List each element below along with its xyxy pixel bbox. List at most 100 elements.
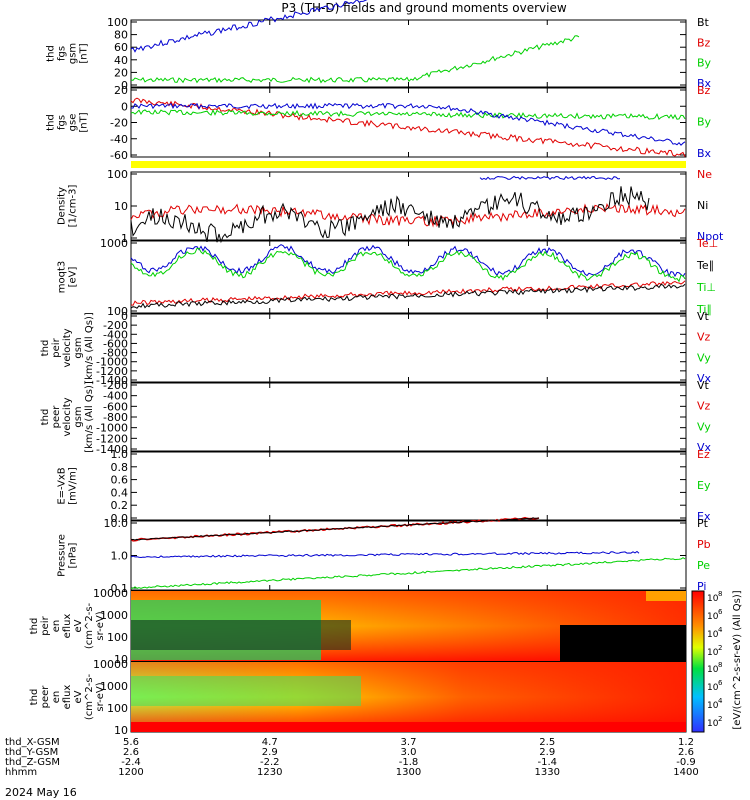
svg-text:6: 6 xyxy=(718,679,723,687)
legend-Vz: Vz xyxy=(697,331,711,344)
x-tick-label: 2.6 xyxy=(123,747,139,758)
y-axis-label: [km/s (All Qs)] xyxy=(84,381,95,453)
colorbar: [eV/(cm^2-s-sr-eV) (All Qs)] xyxy=(691,590,743,733)
y-tick-label: 80 xyxy=(114,29,128,42)
legend-Vx: Vx xyxy=(697,372,712,385)
y-tick-label: 1000 xyxy=(100,609,128,622)
legend-Ni: Ni xyxy=(697,199,708,212)
y-axis-label: (cm^2-s- xyxy=(84,602,95,649)
y-tick-label: 1.0 xyxy=(111,448,129,461)
y-axis-label: gsm xyxy=(73,337,84,358)
panel-frame xyxy=(130,382,687,452)
y-axis-label: fgs xyxy=(57,46,68,61)
legend-Ne: Ne xyxy=(697,168,712,181)
x-tick-label: 2.6 xyxy=(678,747,694,758)
y-tick-label: 10000 xyxy=(93,658,128,671)
x-tick-label: 2.9 xyxy=(262,747,278,758)
svg-text:2: 2 xyxy=(718,715,722,723)
panel-temperature: 1000 100 xyxy=(100,237,687,318)
y-tick-label: 20 xyxy=(114,66,128,79)
y-tick-label: 100 xyxy=(107,16,128,29)
trace xyxy=(130,102,686,146)
y-axis-label: eflux xyxy=(62,614,73,639)
x-tick-label: 1300 xyxy=(396,767,421,778)
y-axis-label: (cm^2-s- xyxy=(84,673,95,720)
y-axis-label: velocity xyxy=(62,397,73,436)
bad-data-bar xyxy=(131,161,686,168)
legend-Bz: Bz xyxy=(697,84,711,97)
y-axis-label: gsm xyxy=(68,43,79,64)
svg-text:2: 2 xyxy=(718,644,722,652)
y-tick-label: -600 xyxy=(103,337,128,350)
legend-Vt: Vt xyxy=(697,310,710,323)
y-tick-label: -800 xyxy=(103,411,128,424)
svg-text:8: 8 xyxy=(718,661,722,669)
y-tick-label: -1200 xyxy=(96,365,128,378)
svg-text:10: 10 xyxy=(707,683,719,693)
x-row-name: hhmm xyxy=(5,767,37,778)
y-axis-label: [eV] xyxy=(68,267,79,288)
legends: BtBzByBxBzByBxNeNiNpotTe⊥Te∥Ti⊥Ti∥VtVzVy… xyxy=(696,16,724,593)
panel-pressure: 10.0 1.0 0.1 xyxy=(104,517,687,595)
y-axis-label: [mV/m] xyxy=(68,467,79,505)
svg-text:10: 10 xyxy=(707,630,719,640)
trace xyxy=(130,244,686,278)
x-row-name: thd_Y-GSM xyxy=(5,747,58,758)
svg-text:10: 10 xyxy=(707,719,719,729)
y-tick-label: 0 xyxy=(121,310,128,323)
panel-peer-velocity: -200-400-600-800-1000-1200-1400 xyxy=(96,379,687,456)
y-tick-label: -1200 xyxy=(96,432,128,445)
legend-Pb: Pb xyxy=(697,538,711,551)
legend-Bx: Bx xyxy=(697,147,712,160)
y-tick-label: -800 xyxy=(103,347,128,360)
trace xyxy=(131,557,686,589)
y-tick-label: 20 xyxy=(114,84,128,97)
y-tick-label: -200 xyxy=(103,379,128,392)
legend-Ex: Ex xyxy=(697,510,711,523)
svg-text:10: 10 xyxy=(707,701,719,711)
y-tick-label: -400 xyxy=(103,328,128,341)
y-tick-label: 1.0 xyxy=(111,550,129,563)
x-tick-label: 1400 xyxy=(673,767,698,778)
x-tick-label: -2.4 xyxy=(121,757,141,768)
trace xyxy=(130,202,686,228)
y-axis-label: thd xyxy=(40,409,51,426)
x-tick-label: 3.7 xyxy=(401,737,417,748)
trace xyxy=(479,175,621,181)
panel-frame xyxy=(130,520,687,591)
y-tick-label: 0.1 xyxy=(111,582,129,595)
colorbar-ticks: 10 810 610 410 210 810 610 410 2 xyxy=(707,590,723,729)
y-tick-label: -40 xyxy=(110,133,128,146)
date-label: 2024 May 16 xyxy=(5,786,77,799)
panel-density: 100 10 1 xyxy=(107,168,687,245)
legend-Ez: Ez xyxy=(697,448,710,461)
y-axis-label: gsm xyxy=(73,406,84,427)
y-axis-label: thd xyxy=(29,689,40,706)
y-tick-label: 0.4 xyxy=(111,486,129,499)
y-tick-label: -600 xyxy=(103,400,128,413)
ion-spectrogram xyxy=(131,591,686,661)
legend-Te⊥: Te⊥ xyxy=(696,237,718,250)
y-tick-label: -20 xyxy=(110,117,128,130)
svg-text:6: 6 xyxy=(718,608,723,616)
legend-Pt: Pt xyxy=(697,517,709,530)
panel-frame xyxy=(130,19,687,88)
y-tick-label: 10 xyxy=(114,724,128,737)
y-tick-label: 1000 xyxy=(100,680,128,693)
panel-frame xyxy=(130,313,687,383)
y-tick-label: 60 xyxy=(114,41,128,54)
svg-text:8: 8 xyxy=(718,590,722,598)
y-tick-label: 100 xyxy=(107,631,128,644)
y-axis-label: [nT] xyxy=(79,112,90,132)
y-tick-label: 100 xyxy=(107,305,128,318)
y-tick-label: -1000 xyxy=(96,422,128,435)
trace xyxy=(130,109,686,121)
legend-Ti⊥: Ti⊥ xyxy=(696,281,716,294)
svg-text:10: 10 xyxy=(707,648,719,658)
y-axis-label: eV xyxy=(73,690,84,703)
legend-Bx: Bx xyxy=(697,77,712,90)
y-axis-label: gse xyxy=(68,114,79,132)
y-tick-label: 10 xyxy=(114,653,128,666)
svg-text:10: 10 xyxy=(707,612,719,622)
